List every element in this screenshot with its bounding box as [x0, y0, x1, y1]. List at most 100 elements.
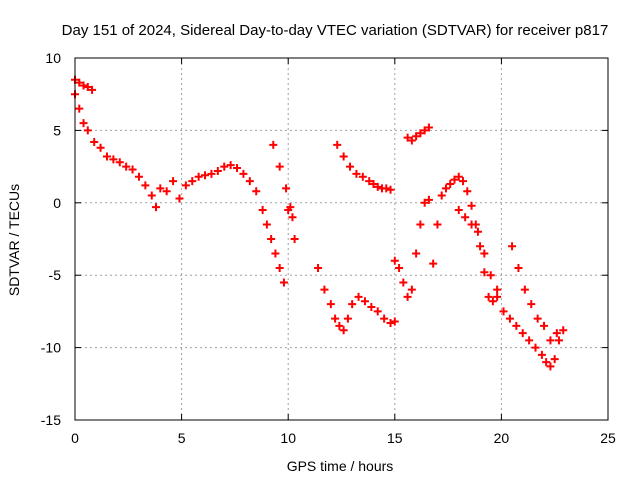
data-point — [412, 132, 421, 141]
data-point — [467, 220, 476, 229]
y-tick-label: 5 — [53, 122, 61, 138]
axis-ticks: 0 5 10 15 20 25 -15 -10 -5 0 5 10 — [41, 50, 616, 446]
data-point — [499, 307, 508, 316]
data-point — [354, 292, 363, 301]
data-point — [333, 140, 342, 149]
data-point — [403, 133, 412, 142]
data-point — [450, 175, 459, 184]
data-point — [508, 242, 517, 251]
data-point — [429, 259, 438, 268]
data-point — [288, 213, 297, 222]
y-tick-label: 10 — [45, 50, 61, 66]
data-point — [162, 187, 171, 196]
data-point — [518, 329, 527, 338]
data-point — [454, 172, 463, 181]
x-tick-label: 10 — [280, 430, 296, 446]
data-point — [407, 285, 416, 294]
data-point — [128, 165, 137, 174]
data-point — [326, 300, 335, 309]
data-point — [480, 268, 489, 277]
data-point — [175, 194, 184, 203]
data-point — [441, 184, 450, 193]
chart-title: Day 151 of 2024, Sidereal Day-to-day VTE… — [62, 22, 609, 39]
data-point — [75, 104, 84, 113]
data-point — [473, 227, 482, 236]
data-point — [542, 358, 551, 367]
x-tick-label: 25 — [600, 430, 616, 446]
data-point — [320, 285, 329, 294]
data-point — [446, 179, 455, 188]
data-point — [550, 355, 559, 364]
data-point — [90, 137, 99, 146]
data-point — [141, 181, 150, 190]
data-point — [527, 300, 536, 309]
data-point — [373, 182, 382, 191]
data-point — [533, 314, 542, 323]
data-point — [109, 155, 118, 164]
y-tick-label: -15 — [41, 412, 61, 428]
data-point — [335, 321, 344, 330]
data-point — [339, 326, 348, 335]
data-point — [390, 317, 399, 326]
x-axis-label: GPS time / hours — [287, 458, 394, 474]
data-point — [233, 164, 242, 173]
data-point — [79, 119, 88, 128]
x-tick-label: 5 — [178, 430, 186, 446]
y-tick-label: -10 — [41, 340, 61, 356]
data-point — [275, 162, 284, 171]
data-point — [339, 152, 348, 161]
data-point — [461, 213, 470, 222]
data-point — [239, 169, 248, 178]
data-point — [412, 249, 421, 258]
data-point — [181, 181, 190, 190]
data-point — [373, 307, 382, 316]
data-point — [346, 162, 355, 171]
data-point — [360, 297, 369, 306]
data-point — [358, 172, 367, 181]
data-point — [390, 256, 399, 265]
data-point — [290, 235, 299, 243]
data-point — [459, 177, 468, 186]
data-point — [252, 187, 261, 196]
data-point — [331, 314, 340, 323]
data-point — [75, 78, 84, 87]
data-point — [525, 336, 534, 345]
data-point — [540, 321, 549, 330]
data-point — [365, 177, 374, 186]
y-axis-label: SDTVAR / TECUs — [6, 184, 22, 296]
data-point — [416, 129, 425, 138]
data-point — [269, 140, 278, 149]
data-point — [134, 172, 143, 181]
data-point — [352, 169, 361, 178]
data-point — [520, 285, 529, 294]
data-point — [395, 263, 404, 272]
data-point — [122, 162, 131, 171]
data-point — [102, 152, 111, 161]
data-point — [83, 82, 92, 91]
data-point — [424, 123, 433, 132]
y-tick-label: -5 — [49, 267, 62, 283]
data-point — [226, 161, 235, 170]
data-point — [454, 206, 463, 215]
data-point — [96, 143, 105, 152]
data-point — [467, 201, 476, 210]
data-point — [188, 177, 197, 186]
grid-lines — [75, 58, 608, 420]
data-point — [115, 158, 124, 167]
data-point — [282, 184, 291, 193]
data-point — [424, 195, 433, 204]
data-point — [213, 166, 222, 175]
data-point — [559, 326, 568, 335]
data-point — [152, 203, 161, 212]
y-tick-label: 0 — [53, 195, 61, 211]
data-point — [546, 336, 555, 345]
x-tick-label: 20 — [494, 430, 510, 446]
data-point — [79, 81, 88, 90]
series-sdtvar — [71, 75, 568, 371]
data-point — [156, 184, 165, 193]
data-point — [420, 198, 429, 207]
data-point — [286, 203, 295, 212]
x-tick-label: 15 — [387, 430, 403, 446]
data-point — [552, 329, 561, 338]
